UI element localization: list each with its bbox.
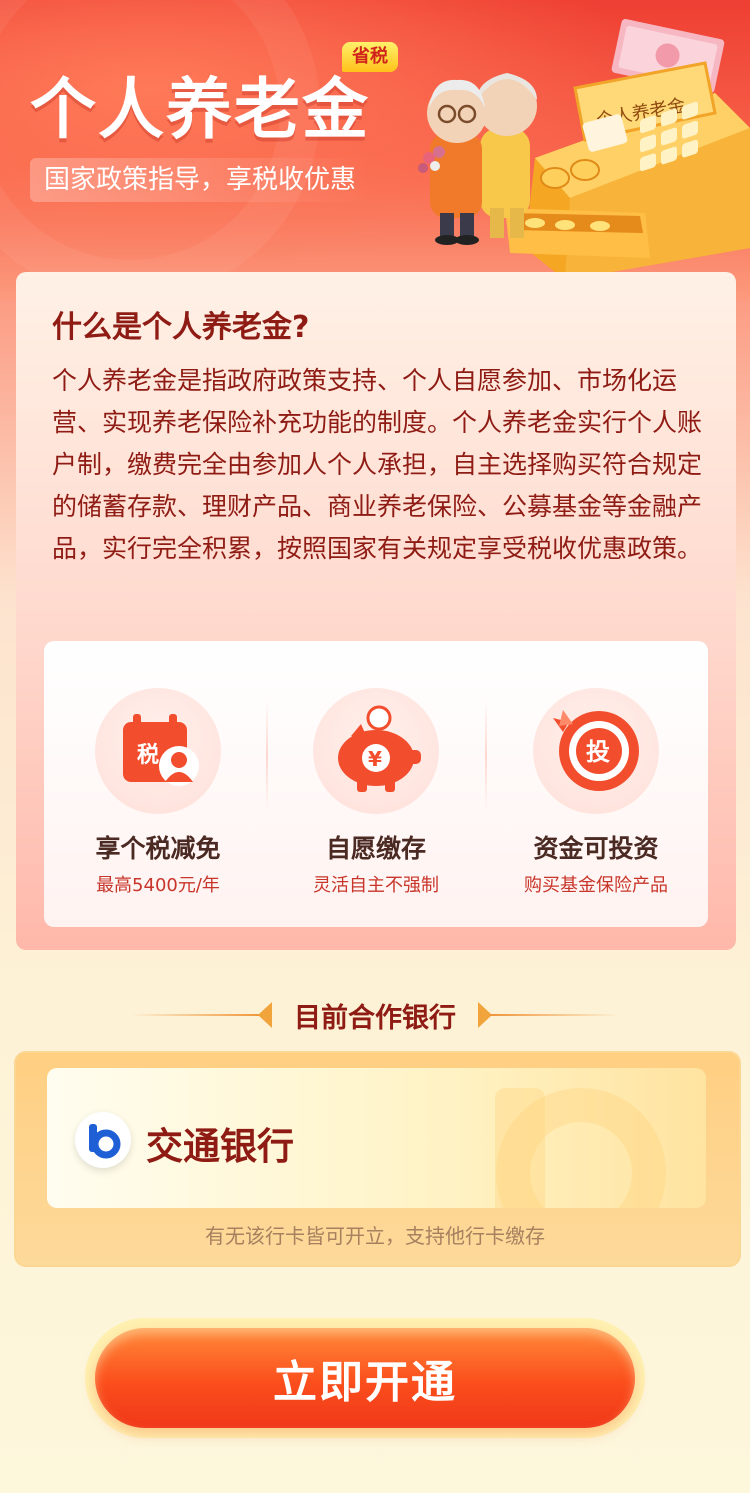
open-account-button[interactable]: 立即开通 <box>95 1328 635 1428</box>
bank-name: 交通银行 <box>146 1125 294 1168</box>
bank-logo-icon <box>75 1112 131 1168</box>
tax-calendar-icon: 税 <box>123 714 199 786</box>
feature-icon-bg: ¥ <box>313 688 439 814</box>
feature-desc: 灵活自主不强制 <box>313 875 439 896</box>
feature-icon-bg: 税 <box>95 688 221 814</box>
feature-title: 享个税减免 <box>95 834 221 863</box>
flower-bouquet-icon <box>418 146 445 173</box>
target-invest-icon: 投 <box>553 710 639 791</box>
svg-text:税: 税 <box>137 742 159 768</box>
hero-subtitle: 国家政策指导，享税收优惠 <box>30 158 371 202</box>
feature-desc: 购买基金保险产品 <box>524 875 668 896</box>
bank-card[interactable] <box>47 1068 706 1208</box>
feature-title: 资金可投资 <box>533 834 659 863</box>
svg-text:¥: ¥ <box>368 747 382 771</box>
feature-divider <box>485 700 487 812</box>
feature-voluntary-deposit: ¥ 自愿缴存 灵活自主不强制 <box>276 688 476 898</box>
elderly-man-figure <box>427 79 487 245</box>
feature-divider <box>266 700 268 812</box>
elderly-woman-figure <box>477 73 537 238</box>
feature-tax-relief: 税 享个税减免 最高5400元/年 <box>58 688 258 898</box>
partner-bank-title: 目前合作银行 <box>294 1003 456 1034</box>
info-heading: 什么是个人养老金? <box>52 310 310 345</box>
title-arrow-left-icon <box>258 1002 272 1028</box>
feature-desc: 最高5400元/年 <box>96 875 220 896</box>
info-description: 个人养老金是指政府政策支持、个人自愿参加、市场化运营、实现养老保险补充功能的制度… <box>52 366 703 563</box>
svg-text:投: 投 <box>586 738 610 766</box>
feature-investable-funds: 投 资金可投资 购买基金保险产品 <box>496 688 696 898</box>
feature-title: 自愿缴存 <box>325 834 426 863</box>
tax-saving-badge: 省税 <box>342 42 398 72</box>
title-line-left <box>130 1014 260 1016</box>
title-line-right <box>490 1014 620 1016</box>
bank-note: 有无该行卡皆可开立，支持他行卡缴存 <box>205 1224 545 1248</box>
page-title: 个人养老金 <box>30 71 370 148</box>
feature-icon-bg: 投 <box>533 688 659 814</box>
piggy-bank-icon: ¥ <box>338 705 421 792</box>
elderly-couple-cash-register-illustration: 个人养老金 <box>418 19 750 280</box>
title-arrow-right-icon <box>478 1002 492 1028</box>
